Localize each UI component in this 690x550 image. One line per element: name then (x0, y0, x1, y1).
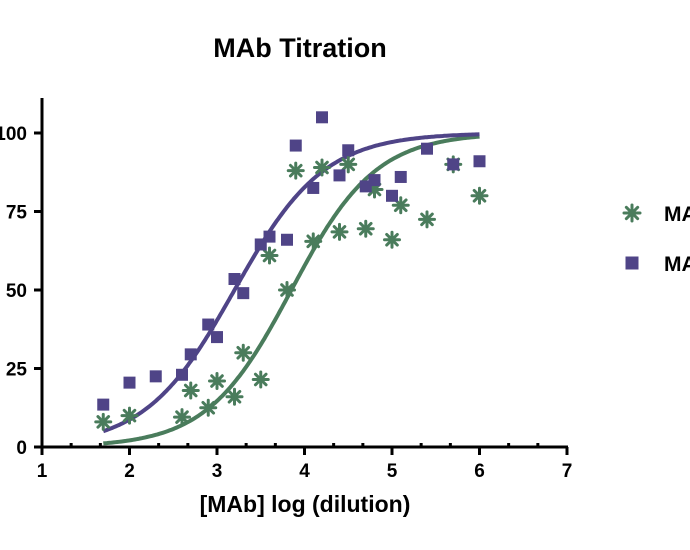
square-point (228, 273, 241, 286)
x-tick-label: 4 (299, 461, 310, 482)
asterisk-point (418, 210, 436, 229)
asterisk-point (304, 232, 323, 251)
square-point (307, 181, 320, 194)
square-point (289, 139, 302, 152)
y-tick-label: 50 (6, 281, 27, 302)
square-point (97, 398, 110, 411)
asterisk-point (391, 196, 410, 215)
asterisk-point (173, 408, 191, 427)
asterisk-point (339, 155, 358, 174)
square-point (394, 170, 407, 183)
square-point (386, 189, 398, 202)
asterisk-point (313, 158, 331, 177)
square-point (123, 376, 136, 389)
y-ticks: 0 25 50 75 100 (0, 124, 42, 459)
square-point (447, 158, 460, 171)
x-tick-label: 1 (37, 461, 48, 482)
square-point (202, 318, 215, 331)
square-point (342, 144, 355, 157)
x-tick-label: 7 (562, 461, 573, 482)
chart-title: MAb Titration (213, 33, 386, 63)
x-ticks: 1 2 3 4 5 6 7 (37, 447, 573, 482)
square-point (149, 370, 162, 383)
fit-curve (102, 132, 480, 434)
asterisk-point (225, 387, 244, 406)
asterisk-point (199, 398, 218, 417)
square-point (333, 169, 346, 182)
asterisk-point (286, 161, 305, 180)
x-tick-label: 3 (212, 461, 223, 482)
asterisk-point (94, 412, 113, 431)
legend-marker-square (625, 256, 639, 270)
asterisk-point (181, 381, 200, 400)
square-point (211, 331, 223, 344)
legend-label: MA (664, 203, 690, 226)
square-point (316, 111, 328, 124)
x-minor-ticks (69, 443, 540, 447)
square-point (184, 348, 197, 361)
y-tick-label: 0 (16, 438, 27, 459)
legend: MA MA (622, 203, 690, 276)
asterisk-point (470, 186, 489, 205)
asterisk-point (120, 406, 139, 425)
asterisk-point (278, 281, 296, 299)
asterisk-point (383, 230, 401, 249)
asterisk-point (251, 370, 270, 389)
square-point (263, 230, 276, 243)
asterisk-point (208, 372, 226, 391)
y-tick-label: 75 (6, 203, 28, 224)
legend-marker-asterisk (622, 203, 642, 223)
asterisk-point (260, 246, 279, 265)
legend-label: MA (664, 253, 690, 276)
x-tick-label: 5 (387, 461, 398, 482)
square-point (281, 233, 293, 246)
y-tick-label: 100 (0, 124, 27, 145)
y-tick-label: 25 (6, 360, 28, 381)
square-point (368, 174, 381, 187)
x-tick-label: 2 (124, 461, 135, 482)
square-point (473, 155, 486, 168)
asterisk-point (356, 219, 375, 238)
x-axis-label: [MAb] log (dilution) (200, 491, 411, 517)
x-tick-label: 6 (474, 461, 485, 482)
asterisk-point (234, 343, 253, 362)
asterisk-point (330, 222, 349, 241)
square-point (237, 287, 250, 300)
data-points (94, 111, 489, 431)
square-point (421, 142, 433, 155)
square-point (176, 368, 188, 381)
